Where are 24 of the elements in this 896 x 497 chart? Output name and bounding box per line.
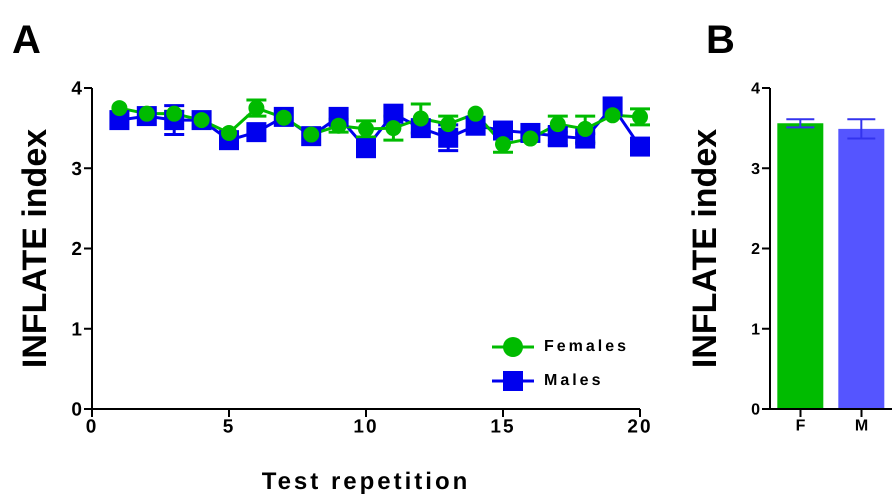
x-tick-label: F bbox=[796, 417, 806, 434]
x-tick-label: 0 bbox=[86, 416, 98, 438]
y-axis-title: INFLATE index bbox=[686, 128, 724, 368]
x-tick-label: 20 bbox=[627, 416, 653, 438]
legend-label: Females bbox=[544, 338, 630, 356]
chart-title: B bbox=[706, 18, 735, 63]
y-tick-label: 0 bbox=[71, 400, 82, 421]
y-tick-label: 0 bbox=[751, 402, 760, 419]
chart-title: A bbox=[12, 18, 41, 63]
y-tick-label: 1 bbox=[751, 321, 760, 338]
legend-label: Males bbox=[544, 372, 604, 390]
y-tick-label: 2 bbox=[71, 239, 82, 260]
y-tick-label: 4 bbox=[751, 80, 760, 98]
y-tick-label: 4 bbox=[71, 78, 82, 100]
y-tick-label: 2 bbox=[751, 241, 760, 258]
x-tick-label: 5 bbox=[222, 416, 236, 438]
x-axis-title: Test repetition bbox=[262, 468, 470, 495]
x-tick-label: 15 bbox=[490, 416, 516, 438]
x-tick-label: M bbox=[854, 417, 868, 434]
y-tick-label: 1 bbox=[71, 319, 82, 340]
y-axis-title: INFLATE index bbox=[16, 128, 54, 368]
y-tick-label: 3 bbox=[751, 160, 760, 178]
y-tick-label: 3 bbox=[71, 158, 82, 180]
x-tick-label: 10 bbox=[353, 416, 379, 438]
